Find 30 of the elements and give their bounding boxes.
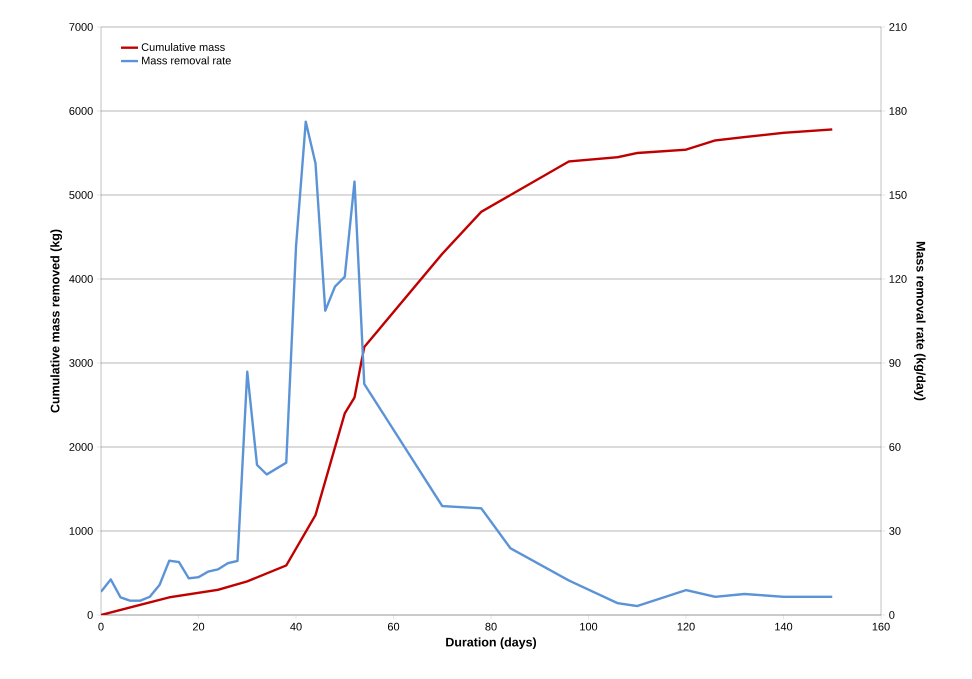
x-tick-label: 80 [485,622,497,631]
y-axis-title: Cumulative mass removed (kg) [50,230,62,413]
x-tick-label: 100 [580,622,598,631]
y-tick-label: 2000 [69,443,93,451]
y-tick-label: 4000 [69,275,93,283]
y2-tick-label: 120 [890,275,907,283]
y2-axis-title: Mass removal rate (kg/day) [914,242,926,400]
x-tick-label: 0 [98,622,104,631]
y2-tick-label: 60 [889,443,901,451]
y-tick-label: 7000 [69,23,93,31]
y-tick-label: 1000 [70,527,93,535]
y2-tick-label: 180 [890,107,907,115]
y2-tick-label: 150 [890,191,907,199]
y-tick-label: 3000 [69,359,93,367]
y2-tick-label: 210 [889,23,907,31]
y-tick-label: 0 [88,611,93,619]
x-tick-label: 160 [872,622,890,631]
x-axis-title: Duration (days) [446,637,536,649]
y-tick-label: 6000 [69,107,93,115]
x-tick-label: 60 [388,622,400,631]
y2-tick-label: 90 [889,359,901,367]
x-tick-label: 120 [678,622,695,631]
x-tick-label: 140 [775,622,792,631]
x-tick-label: 20 [192,622,204,631]
y2-tick-label: 30 [889,527,901,535]
legend-label: Mass removal rate [142,56,231,64]
y2-tick-label: 0 [889,611,894,619]
legend-label: Cumulative mass [142,42,225,51]
x-tick-label: 40 [290,622,302,631]
y-tick-label: 5000 [69,191,93,199]
